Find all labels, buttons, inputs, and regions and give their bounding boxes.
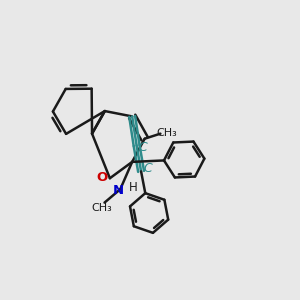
Text: CH₃: CH₃: [91, 203, 112, 213]
Text: H: H: [128, 181, 137, 194]
Text: CH₃: CH₃: [157, 128, 177, 138]
Text: O: O: [96, 171, 107, 184]
Text: N: N: [113, 184, 124, 196]
Text: C: C: [139, 141, 148, 154]
Text: C: C: [143, 162, 152, 175]
